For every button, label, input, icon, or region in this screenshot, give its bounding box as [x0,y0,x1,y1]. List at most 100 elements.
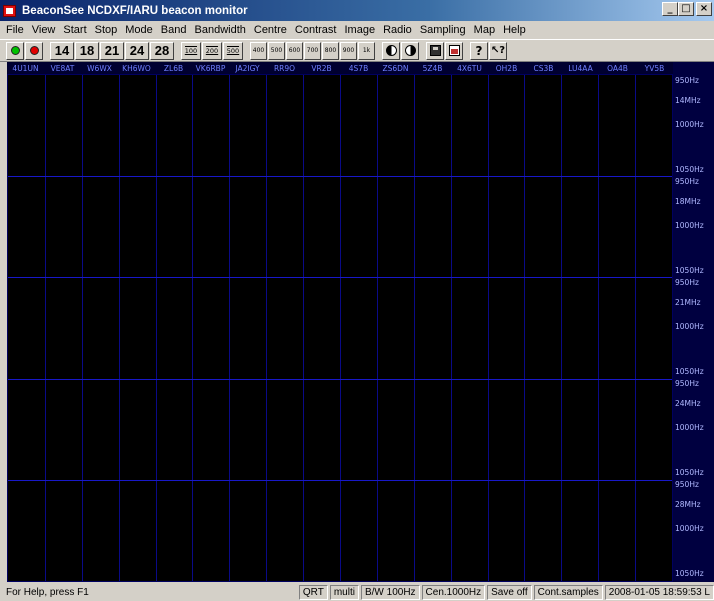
axis-1000hz-label: 1000Hz [675,423,704,432]
axis-1050hz-label: 1050Hz [675,165,704,174]
callsign-oh2b: OH2B [495,63,518,73]
menu-map[interactable]: Map [473,24,496,36]
contrast-down-button[interactable] [382,41,400,60]
save-button[interactable] [426,41,444,60]
callsign-vk6rbp: VK6RBP [195,63,226,73]
minimize-button[interactable]: _ [662,2,678,16]
toolbar: 14 18 21 24 28 100 200 500 400 500 600 700 800 900 1… [0,39,714,62]
status-sampling: Cont.samples [533,585,603,600]
axis-1000hz-label: 1000Hz [675,524,704,533]
callsign-ve8at: VE8AT [50,63,75,73]
band-24-button[interactable]: 24 [125,41,149,60]
status-save: Save off [487,585,532,600]
band-21-button[interactable]: 21 [100,41,124,60]
beacon-slot-divider [451,75,452,581]
status-qrt: QRT [298,585,328,600]
help-button[interactable]: ? [470,41,488,60]
window-title: BeaconSee NCDXF/IARU beacon monitor [22,4,248,17]
menu-stop[interactable]: Stop [94,24,118,36]
beacon-slot-divider [524,75,525,581]
menu-bandwidth[interactable]: Bandwidth [194,24,246,36]
beacon-slot-divider [119,75,120,581]
beacon-slot-divider [82,75,83,581]
centre-600-button[interactable]: 600 [286,41,303,60]
axis-1000hz-label: 1000Hz [675,221,704,230]
axis-band-label: 28MHz [675,500,701,509]
app-icon[interactable] [3,4,19,18]
title-bar[interactable]: BeaconSee NCDXF/IARU beacon monitor _ □ … [0,0,714,21]
stop-button[interactable] [25,41,43,60]
menu-mode[interactable]: Mode [125,24,153,36]
callsign-lu4aa: LU4AA [568,63,593,73]
band-divider [8,176,672,177]
band-28-button[interactable]: 28 [150,41,174,60]
bandwidth-100-button[interactable]: 100 [181,41,201,60]
menu-centre[interactable]: Centre [253,24,287,36]
status-help-text: For Help, press F1 [6,587,89,598]
start-button[interactable] [6,41,24,60]
menu-contrast[interactable]: Contrast [294,24,337,36]
bandwidth-200-button[interactable]: 200 [202,41,222,60]
callsign-zs6dn: ZS6DN [382,63,409,73]
band-14-button[interactable]: 14 [50,41,74,60]
beacon-slot-divider [340,75,341,581]
bandwidth-500-label: 500 [226,46,240,56]
beacon-slot-divider [635,75,636,581]
axis-1050hz-label: 1050Hz [675,266,704,275]
axis-1050hz-label: 1050Hz [675,569,704,578]
beacon-slot-divider [45,75,46,581]
axis-950hz-label: 950Hz [675,278,699,287]
menu-start[interactable]: Start [63,24,87,36]
beacon-slot-divider [598,75,599,581]
menu-help[interactable]: Help [503,24,526,36]
beacon-slot-divider [229,75,230,581]
centre-400-button[interactable]: 400 [250,41,267,60]
image-button[interactable] [445,41,463,60]
axis-band-label: 14MHz [675,96,701,105]
bandwidth-100-label: 100 [184,46,198,56]
status-bar: For Help, press F1 QRT multi B/W 100Hz C… [0,584,714,601]
centre-1k-button[interactable]: 1k [358,41,375,60]
callsign-ja2igy: JA2IGY [235,63,260,73]
menu-band[interactable]: Band [160,24,187,36]
close-button[interactable]: × [696,2,712,16]
menu-view[interactable]: View [31,24,56,36]
menu-file[interactable]: File [6,24,24,36]
image-icon [448,45,460,56]
bandwidth-500-button[interactable]: 500 [223,41,243,60]
centre-800-button[interactable]: 800 [322,41,339,60]
status-datetime: 2008-01-05 18:59:53 L [604,585,714,600]
menu-bar: File View Start Stop Mode Band Bandwidth Centre… [0,21,714,39]
context-help-icon: ↖? [490,45,506,56]
maximize-button[interactable]: □ [678,2,694,16]
menu-radio[interactable]: Radio [383,24,412,36]
band-divider [8,379,672,380]
menu-image[interactable]: Image [344,24,376,36]
centre-500-button[interactable]: 500 [268,41,285,60]
axis-band-label: 18MHz [675,197,701,206]
centre-700-button[interactable]: 700 [304,41,321,60]
beacon-slot-divider [303,75,304,581]
band-18-button[interactable]: 18 [75,41,99,60]
frequency-axis: 950Hz 14MHz 1000Hz 1050Hz 950Hz 18MHz 1000Hz 10… [673,62,714,582]
status-centre: Cen.1000Hz [421,585,486,600]
callsign-4u1un: 4U1UN [12,63,39,73]
band-divider [8,480,672,481]
menu-sampling[interactable]: Sampling [419,24,466,36]
callsign-4x6tu: 4X6TU [457,63,482,73]
contrast-up-button[interactable] [401,41,419,60]
start-icon [10,46,20,55]
axis-1050hz-label: 1050Hz [675,367,704,376]
contrast-inverse-icon [404,45,416,56]
bandwidth-200-label: 200 [205,46,219,56]
band-buttons: 14 18 21 24 28 [50,41,175,60]
beacon-slot-divider [377,75,378,581]
context-help-button[interactable]: ↖? [489,41,507,60]
stop-icon [29,46,39,55]
callsign-w6wx: W6WX [87,63,112,73]
callsign-5z4b: 5Z4B [422,63,443,73]
callsign-oa4b: OA4B [607,63,628,73]
waterfall-display[interactable] [7,74,673,582]
centre-900-button[interactable]: 900 [340,41,357,60]
beacon-slot-divider [266,75,267,581]
